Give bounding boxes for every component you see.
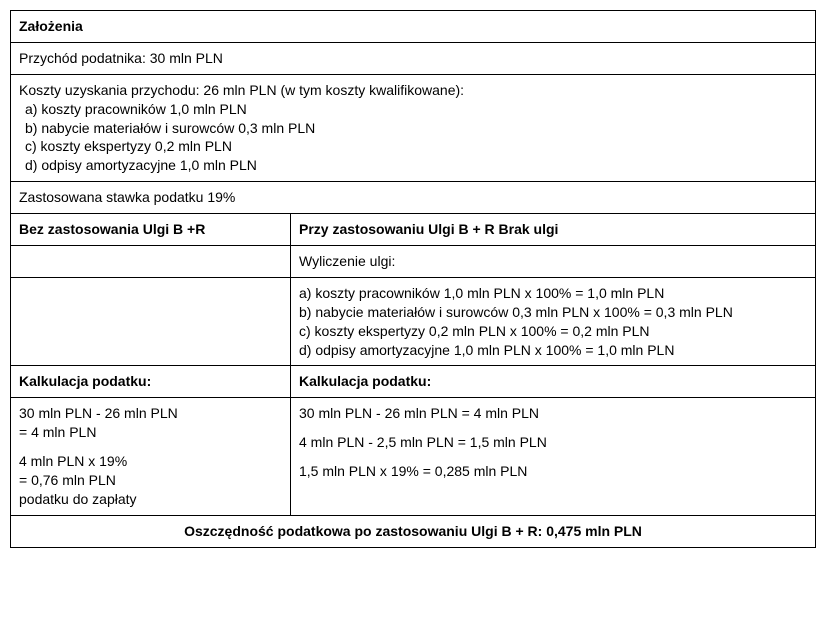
cost-d: d) odpisy amortyzacyjne 1,0 mln PLN	[19, 157, 257, 173]
relief-lines-cell: a) koszty pracowników 1,0 mln PLN x 100%…	[291, 277, 816, 366]
wcr-l3: 1,5 mln PLN x 19% = 0,285 mln PLN	[299, 463, 527, 479]
wc-l3: 4 mln PLN x 19%	[19, 453, 127, 469]
relief-b: b) nabycie materiałów i surowców 0,3 mln…	[299, 304, 733, 320]
without-calc-cell: 30 mln PLN - 26 mln PLN = 4 mln PLN 4 ml…	[11, 398, 291, 515]
tax-relief-table: Założenia Przychód podatnika: 30 mln PLN…	[10, 10, 816, 548]
wc-l2: = 4 mln PLN	[19, 424, 96, 440]
header-row: Założenia	[11, 11, 816, 43]
calc-header-right: Kalkulacja podatku:	[291, 366, 816, 398]
costs-intro: Koszty uzyskania przychodu: 26 mln PLN (…	[19, 82, 464, 98]
income-row: Przychód podatnika: 30 mln PLN	[11, 42, 816, 74]
wcr-l2: 4 mln PLN - 2,5 mln PLN = 1,5 mln PLN	[299, 434, 547, 450]
wcr-l1: 30 mln PLN - 26 mln PLN = 4 mln PLN	[299, 405, 539, 421]
cost-c: c) koszty ekspertyzy 0,2 mln PLN	[19, 138, 232, 154]
wc-l5: podatku do zapłaty	[19, 491, 137, 507]
wc-l4: = 0,76 mln PLN	[19, 472, 116, 488]
calc-header-left: Kalkulacja podatku:	[11, 366, 291, 398]
tax-rate-row: Zastosowana stawka podatku 19%	[11, 182, 816, 214]
with-header: Przy zastosowaniu Ulgi B + R Brak ulgi	[291, 214, 816, 246]
relief-d: d) odpisy amortyzacyjne 1,0 mln PLN x 10…	[299, 342, 674, 358]
without-header: Bez zastosowania Ulgi B +R	[11, 214, 291, 246]
relief-c: c) koszty ekspertyzy 0,2 mln PLN x 100% …	[299, 323, 650, 339]
cost-a: a) koszty pracowników 1,0 mln PLN	[19, 101, 247, 117]
with-calc-cell: 30 mln PLN - 26 mln PLN = 4 mln PLN 4 ml…	[291, 398, 816, 515]
without-empty-cell	[11, 246, 291, 278]
without-empty-cell-2	[11, 277, 291, 366]
relief-a: a) koszty pracowników 1,0 mln PLN x 100%…	[299, 285, 664, 301]
cost-b: b) nabycie materiałów i surowców 0,3 mln…	[19, 120, 315, 136]
footer-row: Oszczędność podatkowa po zastosowaniu Ul…	[11, 515, 816, 547]
wc-l1: 30 mln PLN - 26 mln PLN	[19, 405, 178, 421]
relief-label-cell: Wyliczenie ulgi:	[291, 246, 816, 278]
costs-row: Koszty uzyskania przychodu: 26 mln PLN (…	[11, 74, 816, 181]
